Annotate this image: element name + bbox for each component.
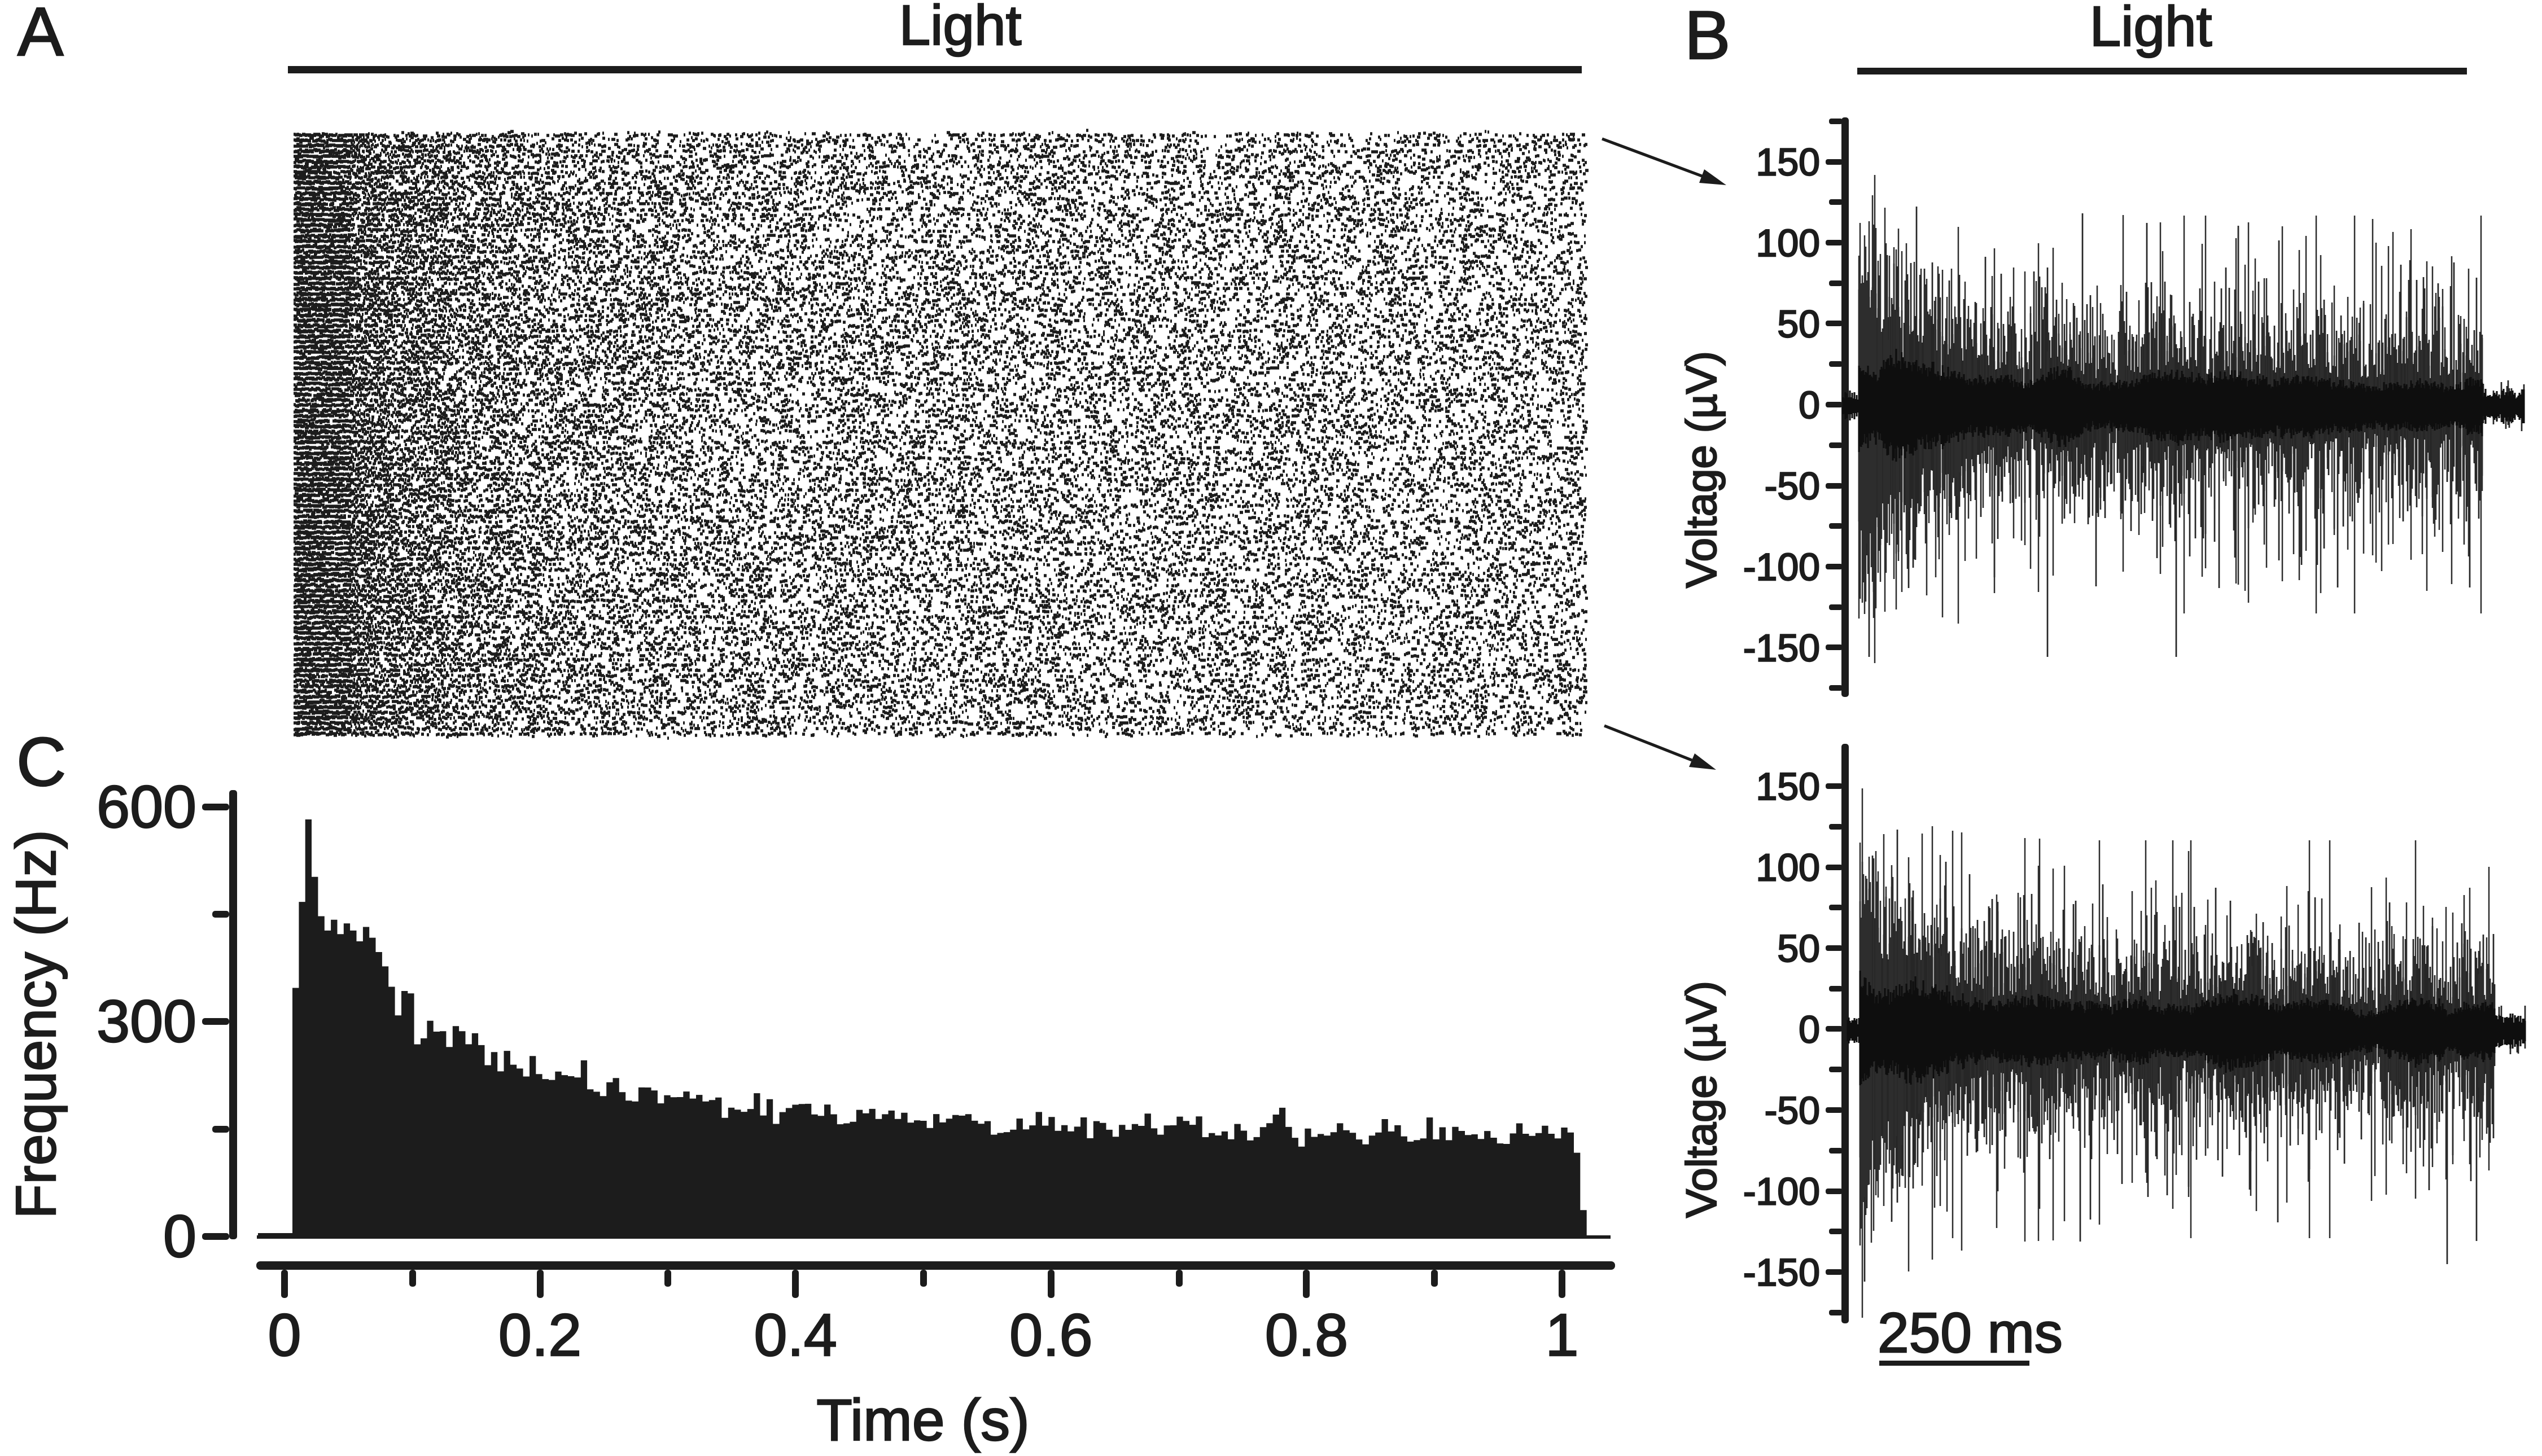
svg-text:Frequency (Hz): Frequency (Hz) <box>5 830 68 1218</box>
svg-text:0: 0 <box>1799 1008 1820 1051</box>
svg-text:-50: -50 <box>1765 465 1820 508</box>
svg-text:50: 50 <box>1777 303 1820 346</box>
svg-text:0: 0 <box>163 1203 196 1270</box>
svg-text:600: 600 <box>97 774 196 840</box>
svg-text:A: A <box>17 0 64 70</box>
svg-text:0.2: 0.2 <box>498 1302 581 1369</box>
svg-text:B: B <box>1685 0 1730 73</box>
svg-text:0: 0 <box>268 1302 301 1369</box>
svg-text:Time (s): Time (s) <box>816 1388 1029 1453</box>
svg-text:-150: -150 <box>1743 627 1820 670</box>
svg-text:-100: -100 <box>1743 546 1820 589</box>
svg-text:Voltage (µV): Voltage (µV) <box>1678 351 1726 588</box>
svg-text:0.8: 0.8 <box>1265 1302 1348 1369</box>
svg-text:0: 0 <box>1799 384 1820 427</box>
svg-text:300: 300 <box>97 988 196 1055</box>
svg-text:0.4: 0.4 <box>754 1302 837 1369</box>
svg-text:150: 150 <box>1756 765 1820 808</box>
svg-text:0.6: 0.6 <box>1009 1302 1092 1369</box>
svg-text:50: 50 <box>1777 927 1820 970</box>
svg-text:Light: Light <box>2090 0 2212 58</box>
svg-text:-50: -50 <box>1765 1089 1820 1132</box>
svg-text:150: 150 <box>1756 141 1820 184</box>
svg-text:100: 100 <box>1756 847 1820 889</box>
svg-text:Light: Light <box>899 0 1022 57</box>
svg-text:1: 1 <box>1546 1302 1579 1369</box>
svg-text:250 ms: 250 ms <box>1878 1301 2063 1365</box>
svg-text:Voltage (µV): Voltage (µV) <box>1678 981 1726 1218</box>
svg-text:-150: -150 <box>1743 1251 1820 1294</box>
svg-text:C: C <box>16 723 66 800</box>
svg-text:100: 100 <box>1756 222 1820 265</box>
svg-text:-100: -100 <box>1743 1170 1820 1213</box>
